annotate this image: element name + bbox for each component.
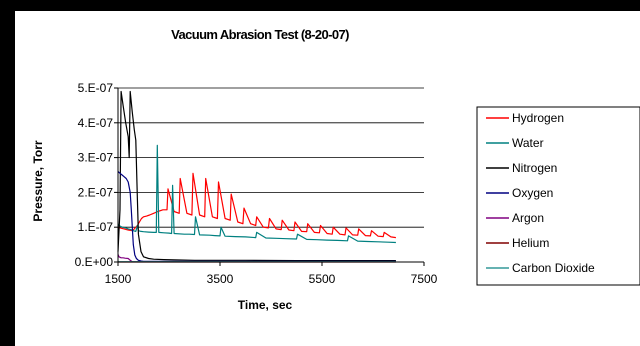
axes — [114, 87, 425, 266]
y-tick-label: 0.E+00 — [75, 255, 114, 269]
plot-area — [114, 87, 425, 266]
y-tick-label: 3.E-07 — [78, 151, 114, 165]
x-tick-label: 7500 — [411, 272, 438, 286]
series-hydrogen-line — [117, 172, 396, 239]
legend-box — [476, 106, 640, 286]
y-tick-labels: 0.E+00 1.E-07 2.E-07 3.E-07 4.E-07 5.E-07 — [75, 81, 114, 269]
y-tick-label: 2.E-07 — [78, 185, 114, 199]
chart-frame: Vacuum Abrasion Test (8-20-07) 1500 3500 5… — [15, 11, 640, 346]
x-tick-labels: 1500 3500 5500 7500 — [105, 272, 438, 286]
legend-label-hydrogen: Hydrogen — [512, 111, 564, 125]
x-axis-label: Time, sec — [238, 298, 293, 312]
legend-label-nitrogen: Nitrogen — [512, 161, 557, 175]
legend-label-helium: Helium — [512, 236, 549, 250]
y-tick-label: 1.E-07 — [78, 220, 114, 234]
legend-label-water: Water — [512, 136, 544, 150]
x-tick-label: 1500 — [105, 272, 132, 286]
legend-label-carbon-dioxide: Carbon Dioxide — [512, 261, 595, 275]
x-tick-label: 3500 — [207, 272, 234, 286]
y-tick-label: 5.E-07 — [78, 81, 114, 95]
x-tick-label: 5500 — [309, 272, 336, 286]
chart-svg: Vacuum Abrasion Test (8-20-07) 1500 3500 5… — [31, 27, 640, 312]
chart-title: Vacuum Abrasion Test (8-20-07) — [171, 27, 349, 42]
legend: Hydrogen Water Nitrogen Oxygen Argon Helium Ca… — [476, 106, 640, 286]
legend-items: Hydrogen Water Nitrogen Oxygen Argon Helium Ca… — [486, 111, 595, 275]
y-tick-label: 4.E-07 — [78, 116, 114, 130]
series-nitrogen-line — [117, 90, 396, 262]
y-axis-label: Pressure, Torr — [31, 140, 45, 221]
legend-label-argon: Argon — [512, 211, 544, 225]
legend-label-oxygen: Oxygen — [512, 186, 553, 200]
